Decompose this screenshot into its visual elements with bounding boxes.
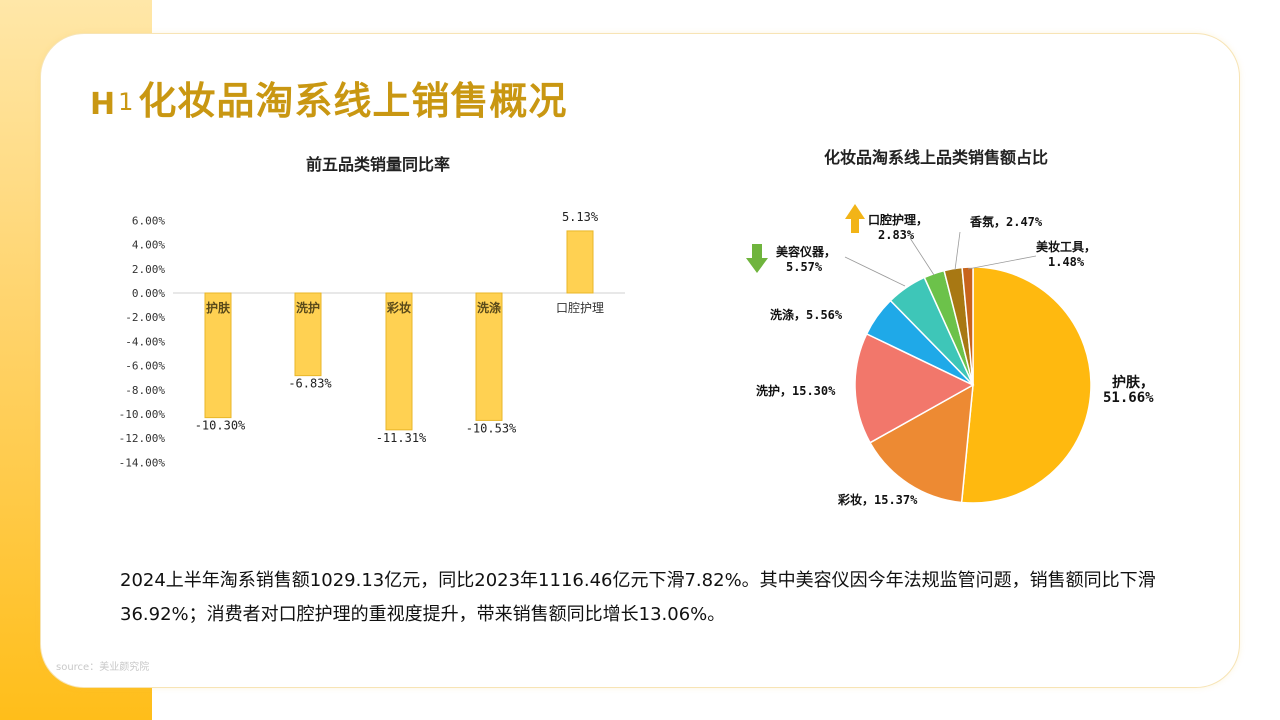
bar-value-label: 5.13% bbox=[562, 210, 599, 224]
pie-label: 洗护，15.30% bbox=[756, 383, 836, 398]
x-category-label: 洗涤 bbox=[477, 300, 501, 315]
pie-chart-title: 化妆品淘系线上品类销售额占比 bbox=[824, 148, 1049, 167]
up-arrow-icon bbox=[845, 204, 865, 233]
pie-label-name: 美容仪器， bbox=[776, 244, 836, 259]
bar-value-label: -11.31% bbox=[376, 431, 427, 445]
pie-label-value: 1.48% bbox=[1048, 255, 1085, 269]
y-tick-label: -12.00% bbox=[119, 432, 166, 445]
down-arrow-icon bbox=[746, 244, 768, 273]
bar-value-label: -10.30% bbox=[195, 419, 246, 433]
pie-slice bbox=[961, 266, 974, 386]
pie-label-name: 口腔护理， bbox=[868, 212, 928, 227]
y-tick-label: -10.00% bbox=[119, 408, 166, 421]
bar bbox=[385, 292, 413, 431]
pie-label-name: 美妆工具， bbox=[1036, 239, 1096, 254]
x-category-label: 口腔护理 bbox=[556, 300, 604, 315]
pie-label: 洗涤，5.56% bbox=[770, 307, 843, 322]
bar bbox=[204, 292, 232, 419]
bar-value-label: -6.83% bbox=[288, 377, 332, 391]
y-tick-label: 2.00% bbox=[132, 263, 165, 276]
page-title: H1 化妆品淘系线上销售概况 bbox=[90, 70, 567, 125]
pie-slice bbox=[854, 332, 975, 444]
pie-label-value: 2.83% bbox=[878, 228, 915, 242]
y-tick-label: -2.00% bbox=[125, 311, 165, 324]
y-tick-label: -6.00% bbox=[125, 360, 165, 373]
y-tick-label: 0.00% bbox=[132, 287, 165, 300]
pie-label: 彩妆，15.37% bbox=[837, 492, 918, 507]
pie-label-value: 5.57% bbox=[786, 260, 823, 274]
pie-leader-line bbox=[967, 255, 1037, 270]
bar bbox=[294, 292, 322, 377]
x-category-label: 彩妆 bbox=[386, 300, 411, 315]
bar-chart-title: 前五品类销量同比率 bbox=[306, 155, 451, 174]
bar bbox=[566, 230, 594, 294]
title-prefix: H bbox=[90, 87, 117, 122]
title-text: 化妆品淘系线上销售概况 bbox=[138, 79, 568, 123]
pie-slice bbox=[960, 266, 1092, 504]
source-note: source：美业颜究院 bbox=[56, 662, 150, 673]
pie-label-value: 51.66% bbox=[1103, 390, 1154, 406]
x-category-label: 护肤 bbox=[206, 300, 231, 315]
y-tick-label: 4.00% bbox=[132, 239, 165, 252]
pie-slice bbox=[869, 383, 974, 504]
y-tick-label: 6.00% bbox=[132, 214, 165, 227]
bar bbox=[475, 292, 503, 421]
y-tick-label: -8.00% bbox=[125, 384, 165, 397]
pie-leader-line bbox=[954, 231, 961, 271]
pie-leader-line bbox=[909, 237, 935, 276]
y-tick-label: -4.00% bbox=[125, 335, 165, 348]
y-tick-label: -14.00% bbox=[119, 456, 166, 469]
bar-value-label: -10.53% bbox=[466, 421, 517, 435]
pie-label-name: 护肤， bbox=[1112, 374, 1154, 391]
pie-label: 香氛，2.47% bbox=[969, 214, 1043, 229]
summary-text: 2024上半年淘系销售额1029.13亿元，同比2023年1116.46亿元下滑… bbox=[120, 570, 1156, 625]
title-superscript: 1 bbox=[118, 88, 135, 116]
pie-leader-line bbox=[844, 256, 906, 287]
x-category-label: 洗护 bbox=[296, 300, 320, 315]
